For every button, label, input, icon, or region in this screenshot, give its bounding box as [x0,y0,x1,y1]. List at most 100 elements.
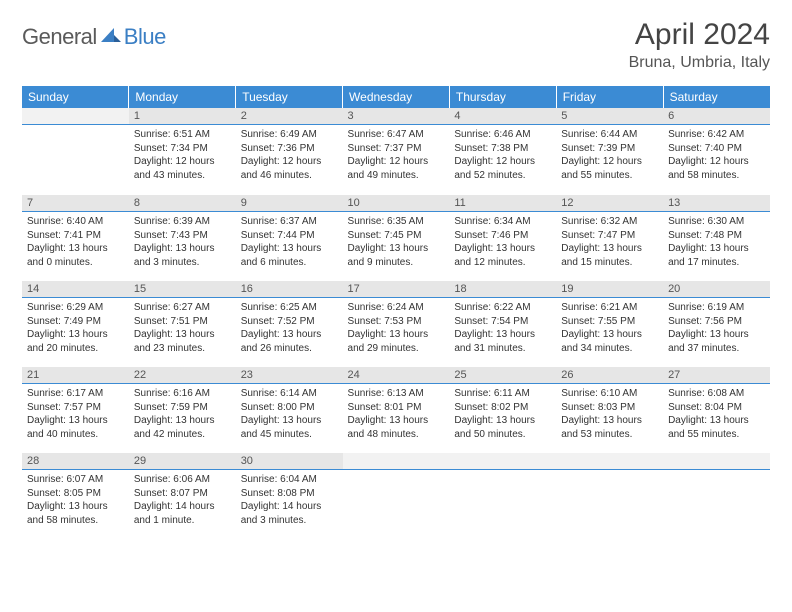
daylight-line: Daylight: 12 hours and 49 minutes. [348,155,445,182]
calendar-cell: 8Sunrise: 6:39 AMSunset: 7:43 PMDaylight… [129,194,236,280]
day-number-empty [449,453,556,470]
sunrise-line: Sunrise: 6:22 AM [454,301,551,315]
day-content: Sunrise: 6:07 AMSunset: 8:05 PMDaylight:… [22,470,129,531]
day-content: Sunrise: 6:44 AMSunset: 7:39 PMDaylight:… [556,125,663,186]
day-number: 30 [236,453,343,470]
day-number: 8 [129,195,236,212]
day-content: Sunrise: 6:39 AMSunset: 7:43 PMDaylight:… [129,212,236,273]
calendar-cell: 17Sunrise: 6:24 AMSunset: 7:53 PMDayligh… [343,280,450,366]
calendar-cell: 1Sunrise: 6:51 AMSunset: 7:34 PMDaylight… [129,108,236,194]
day-content: Sunrise: 6:35 AMSunset: 7:45 PMDaylight:… [343,212,450,273]
calendar-cell: 23Sunrise: 6:14 AMSunset: 8:00 PMDayligh… [236,366,343,452]
weekday-header: Tuesday [236,86,343,108]
sunrise-line: Sunrise: 6:34 AM [454,215,551,229]
day-number: 21 [22,367,129,384]
day-content: Sunrise: 6:27 AMSunset: 7:51 PMDaylight:… [129,298,236,359]
calendar-cell: 12Sunrise: 6:32 AMSunset: 7:47 PMDayligh… [556,194,663,280]
day-content-empty [663,470,770,520]
daylight-line: Daylight: 13 hours and 45 minutes. [241,414,338,441]
calendar-week-row: 1Sunrise: 6:51 AMSunset: 7:34 PMDaylight… [22,108,770,194]
sunset-line: Sunset: 7:37 PM [348,142,445,156]
day-content: Sunrise: 6:11 AMSunset: 8:02 PMDaylight:… [449,384,556,445]
sunrise-line: Sunrise: 6:40 AM [27,215,124,229]
sunset-line: Sunset: 7:38 PM [454,142,551,156]
day-content: Sunrise: 6:08 AMSunset: 8:04 PMDaylight:… [663,384,770,445]
sunset-line: Sunset: 7:56 PM [668,315,765,329]
calendar-cell: 16Sunrise: 6:25 AMSunset: 7:52 PMDayligh… [236,280,343,366]
calendar-cell [22,108,129,194]
weekday-header: Monday [129,86,236,108]
sunset-line: Sunset: 7:53 PM [348,315,445,329]
calendar-cell: 3Sunrise: 6:47 AMSunset: 7:37 PMDaylight… [343,108,450,194]
day-number: 27 [663,367,770,384]
sunset-line: Sunset: 7:54 PM [454,315,551,329]
logo: General Blue [22,24,166,50]
day-number: 22 [129,367,236,384]
sunrise-line: Sunrise: 6:29 AM [27,301,124,315]
day-content: Sunrise: 6:34 AMSunset: 7:46 PMDaylight:… [449,212,556,273]
day-number: 28 [22,453,129,470]
day-number: 3 [343,108,450,125]
sunrise-line: Sunrise: 6:16 AM [134,387,231,401]
calendar-cell: 6Sunrise: 6:42 AMSunset: 7:40 PMDaylight… [663,108,770,194]
sunset-line: Sunset: 7:48 PM [668,229,765,243]
daylight-line: Daylight: 12 hours and 46 minutes. [241,155,338,182]
daylight-line: Daylight: 13 hours and 48 minutes. [348,414,445,441]
day-content: Sunrise: 6:22 AMSunset: 7:54 PMDaylight:… [449,298,556,359]
daylight-line: Daylight: 13 hours and 17 minutes. [668,242,765,269]
day-content: Sunrise: 6:19 AMSunset: 7:56 PMDaylight:… [663,298,770,359]
daylight-line: Daylight: 13 hours and 20 minutes. [27,328,124,355]
daylight-line: Daylight: 14 hours and 3 minutes. [241,500,338,527]
calendar-cell: 5Sunrise: 6:44 AMSunset: 7:39 PMDaylight… [556,108,663,194]
sunset-line: Sunset: 7:44 PM [241,229,338,243]
day-number: 20 [663,281,770,298]
sunrise-line: Sunrise: 6:44 AM [561,128,658,142]
calendar-header-row: SundayMondayTuesdayWednesdayThursdayFrid… [22,86,770,108]
calendar-week-row: 21Sunrise: 6:17 AMSunset: 7:57 PMDayligh… [22,366,770,452]
day-content-empty [449,470,556,520]
sunrise-line: Sunrise: 6:51 AM [134,128,231,142]
day-number: 6 [663,108,770,125]
sunset-line: Sunset: 8:04 PM [668,401,765,415]
sunrise-line: Sunrise: 6:37 AM [241,215,338,229]
sunset-line: Sunset: 8:08 PM [241,487,338,501]
daylight-line: Daylight: 14 hours and 1 minute. [134,500,231,527]
calendar-cell: 18Sunrise: 6:22 AMSunset: 7:54 PMDayligh… [449,280,556,366]
sunrise-line: Sunrise: 6:32 AM [561,215,658,229]
header: General Blue April 2024 Bruna, Umbria, I… [22,18,770,72]
sunset-line: Sunset: 8:05 PM [27,487,124,501]
calendar-cell [663,452,770,538]
sunrise-line: Sunrise: 6:08 AM [668,387,765,401]
sunset-line: Sunset: 7:57 PM [27,401,124,415]
sunrise-line: Sunrise: 6:27 AM [134,301,231,315]
sunrise-line: Sunrise: 6:04 AM [241,473,338,487]
weekday-header: Thursday [449,86,556,108]
daylight-line: Daylight: 13 hours and 15 minutes. [561,242,658,269]
sunrise-line: Sunrise: 6:49 AM [241,128,338,142]
day-content-empty [343,470,450,520]
day-content: Sunrise: 6:14 AMSunset: 8:00 PMDaylight:… [236,384,343,445]
day-content: Sunrise: 6:24 AMSunset: 7:53 PMDaylight:… [343,298,450,359]
calendar-cell [343,452,450,538]
sunset-line: Sunset: 7:41 PM [27,229,124,243]
sunset-line: Sunset: 7:36 PM [241,142,338,156]
sunset-line: Sunset: 7:49 PM [27,315,124,329]
calendar-cell: 13Sunrise: 6:30 AMSunset: 7:48 PMDayligh… [663,194,770,280]
day-number: 13 [663,195,770,212]
sunrise-line: Sunrise: 6:46 AM [454,128,551,142]
sunset-line: Sunset: 7:55 PM [561,315,658,329]
day-number: 19 [556,281,663,298]
sunset-line: Sunset: 8:03 PM [561,401,658,415]
day-number-empty [343,453,450,470]
sunset-line: Sunset: 7:39 PM [561,142,658,156]
month-title: April 2024 [629,18,770,52]
calendar-week-row: 14Sunrise: 6:29 AMSunset: 7:49 PMDayligh… [22,280,770,366]
day-number: 7 [22,195,129,212]
calendar-cell: 28Sunrise: 6:07 AMSunset: 8:05 PMDayligh… [22,452,129,538]
day-number: 24 [343,367,450,384]
day-content: Sunrise: 6:21 AMSunset: 7:55 PMDaylight:… [556,298,663,359]
day-content: Sunrise: 6:17 AMSunset: 7:57 PMDaylight:… [22,384,129,445]
day-content: Sunrise: 6:42 AMSunset: 7:40 PMDaylight:… [663,125,770,186]
location-text: Bruna, Umbria, Italy [629,54,770,72]
day-content: Sunrise: 6:30 AMSunset: 7:48 PMDaylight:… [663,212,770,273]
